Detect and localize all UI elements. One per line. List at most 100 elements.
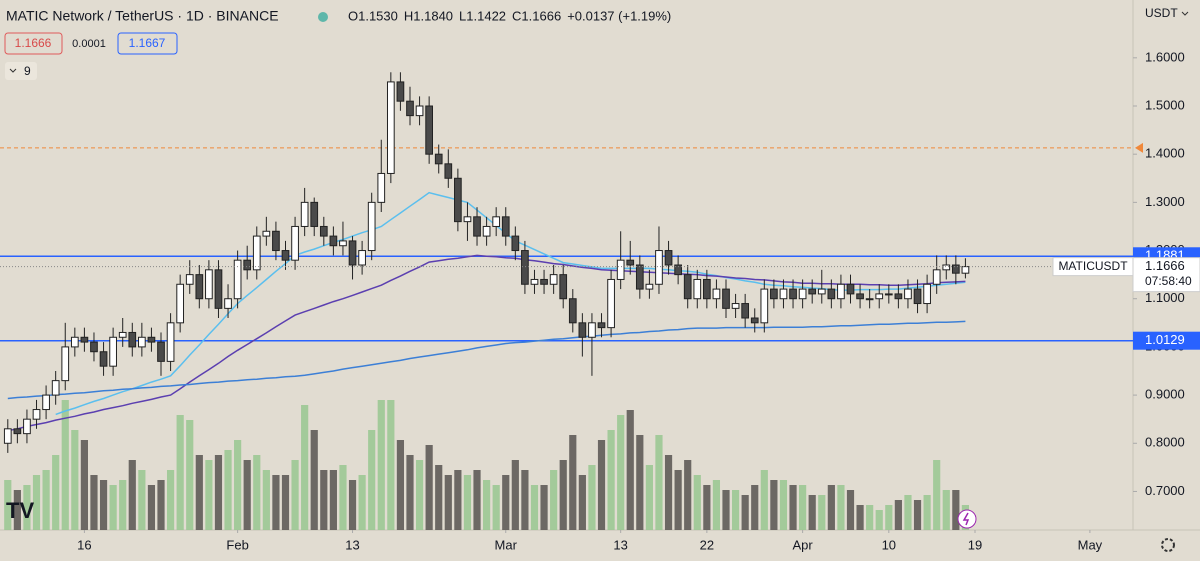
x-tick-label: Apr	[793, 537, 814, 552]
symbol-title[interactable]: MATIC Network / TetherUS · 1D · BINANCE	[6, 8, 279, 24]
candle-body	[310, 201, 319, 227]
candle-body	[233, 259, 242, 300]
volume-bar	[119, 480, 127, 530]
moving-average	[7, 320, 966, 400]
x-tick-label: 13	[613, 537, 627, 552]
volume-bar	[42, 470, 50, 530]
volume-bar	[808, 495, 816, 530]
candle-body	[770, 288, 778, 300]
volume-bar	[655, 435, 663, 530]
x-tick-label: Mar	[495, 537, 518, 552]
candle-body	[655, 250, 663, 285]
volume-bar	[636, 435, 644, 530]
volume-bar	[99, 480, 108, 530]
y-tick-label: 1.3000	[1145, 194, 1185, 209]
volume-bar	[827, 485, 835, 530]
candle-body	[683, 274, 692, 300]
volume-bar	[913, 500, 922, 530]
candle-body	[530, 278, 539, 285]
market-status[interactable]	[318, 12, 328, 22]
currency-label[interactable]: USDT	[1145, 6, 1178, 20]
candle-body	[300, 201, 309, 227]
volume-bar	[559, 460, 567, 530]
y-tick-label: 0.7000	[1145, 483, 1185, 498]
x-tick-label: May	[1078, 537, 1103, 552]
candle-body	[157, 341, 165, 362]
candle-body	[904, 288, 912, 300]
volume-bar	[281, 475, 290, 530]
volume-bar	[751, 485, 759, 530]
volume-bar	[473, 470, 481, 530]
volume-bar	[186, 420, 194, 530]
candle-body	[875, 293, 884, 300]
volume-bar	[894, 500, 902, 530]
candle-body	[635, 264, 644, 290]
candle-body	[932, 269, 941, 285]
y-tick-label: 1.1000	[1145, 290, 1185, 305]
volume-bar	[875, 510, 883, 530]
bid-box[interactable]	[4, 32, 63, 55]
candle-body	[195, 274, 204, 300]
volume-bar	[569, 435, 577, 530]
candle-body	[693, 278, 702, 300]
volume-bar	[157, 480, 165, 530]
volume-bar	[301, 405, 309, 530]
volume-bar	[904, 495, 912, 530]
volume-bar	[597, 440, 606, 530]
x-tick-label: Feb	[226, 537, 248, 552]
candle-body	[808, 288, 817, 295]
volume-bar	[109, 485, 117, 530]
indicator-toggle[interactable]	[5, 62, 37, 80]
tv-logo[interactable]: TV	[6, 498, 34, 523]
candle-body	[358, 250, 366, 266]
candle-body	[454, 177, 462, 223]
y-tick-label: 1.5000	[1145, 97, 1185, 112]
volume-bar	[664, 455, 673, 530]
candle-body	[128, 331, 137, 348]
volume-bar	[540, 485, 548, 530]
candle-body	[272, 230, 280, 252]
ask-price[interactable]: 1.1667	[129, 36, 166, 50]
volume-bar	[712, 480, 721, 530]
currency-chevron	[1181, 11, 1189, 16]
candle-body	[664, 250, 673, 266]
x-tick-label: 10	[882, 537, 896, 552]
volume-bar	[626, 410, 634, 530]
candle-body	[339, 240, 347, 247]
volume-bar	[138, 470, 146, 530]
events-icon[interactable]	[957, 509, 977, 529]
volume-bar	[128, 460, 136, 530]
candle-body	[214, 269, 223, 309]
volume-bar	[425, 445, 433, 530]
bid-price[interactable]: 1.1666	[15, 36, 52, 50]
volume-bar	[4, 480, 12, 530]
indicator-count[interactable]: 9	[24, 64, 31, 78]
last-price-box	[1132, 257, 1200, 293]
candle-body	[894, 293, 903, 300]
volume-bar	[731, 490, 740, 530]
candle-body	[961, 266, 970, 274]
settings-icon[interactable]	[1161, 538, 1175, 552]
volume-bar	[463, 475, 472, 530]
candle-body	[722, 288, 730, 309]
candle-body	[674, 264, 682, 276]
candle-body	[166, 322, 175, 362]
volume-bar	[483, 480, 491, 530]
volume-bar	[166, 470, 175, 530]
volume-bar	[607, 430, 615, 530]
candle-body	[185, 274, 194, 285]
y-tick-label: 0.9000	[1145, 387, 1185, 402]
candle-body	[741, 303, 750, 319]
candle-body	[319, 225, 328, 237]
candle-body	[827, 288, 836, 300]
ask-box[interactable]	[117, 32, 178, 55]
y-tick-label: 0.8000	[1145, 435, 1185, 450]
volume-bar	[61, 400, 69, 530]
volume-bar	[722, 490, 730, 530]
candle-body	[578, 322, 587, 338]
volume-bar	[511, 460, 519, 530]
candle-body	[616, 259, 625, 280]
volume-bar	[272, 475, 280, 530]
candle-body	[205, 269, 213, 300]
volume-bar	[80, 440, 88, 530]
